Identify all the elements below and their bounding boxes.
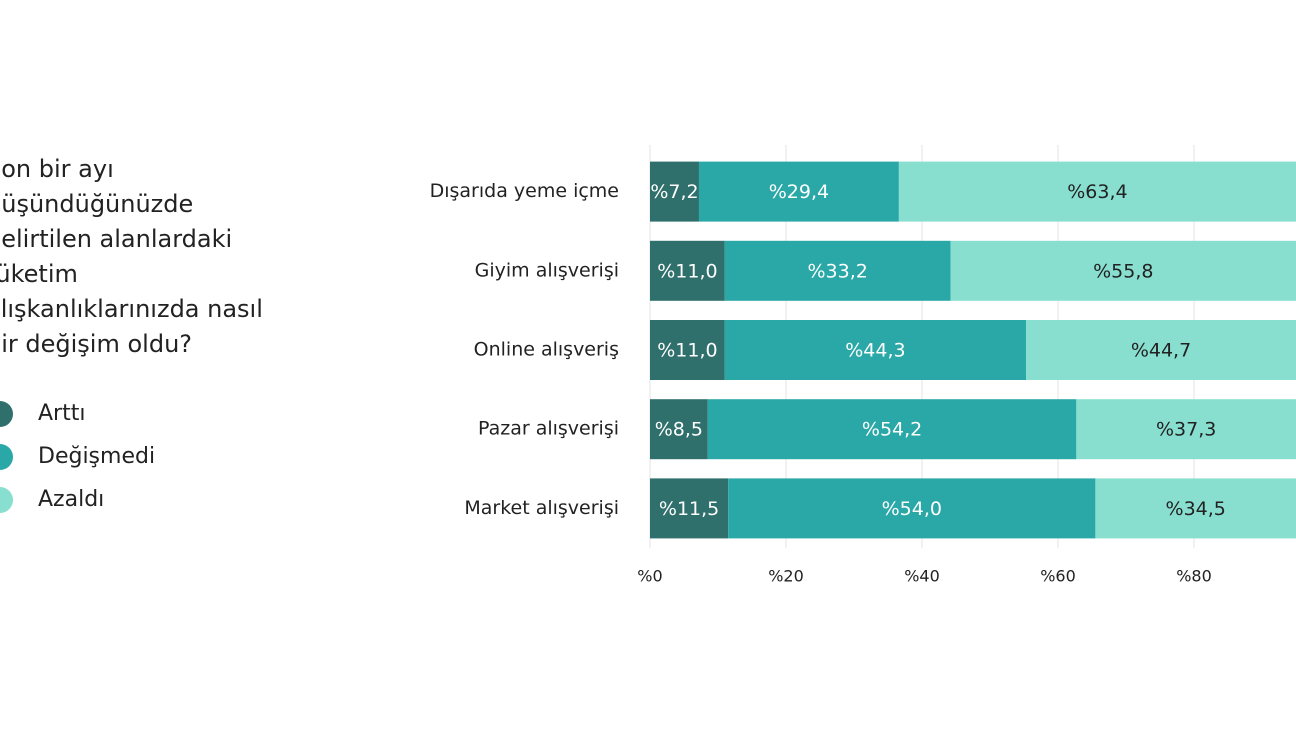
bar-segment bbox=[1026, 320, 1296, 380]
bar-segment bbox=[950, 240, 1296, 301]
value-label: %54,2 bbox=[862, 419, 922, 441]
bar-segment bbox=[724, 240, 951, 301]
chart-title: Son bir ayı düşündüğünüzde belirtilen al… bbox=[0, 155, 263, 358]
value-label: %34,5 bbox=[1166, 498, 1226, 520]
x-tick-label: %0 bbox=[637, 567, 662, 586]
y-tick-label: Online alışveriş bbox=[474, 339, 619, 361]
bar-segment bbox=[650, 478, 729, 539]
legend-marker bbox=[0, 444, 13, 470]
value-label: %37,3 bbox=[1156, 419, 1216, 441]
y-tick-label: Giyim alışverişi bbox=[475, 259, 619, 281]
x-tick-label: %40 bbox=[904, 567, 940, 586]
legend-marker bbox=[0, 487, 13, 513]
bar-segment bbox=[650, 240, 725, 301]
legend-label: Arttı bbox=[38, 401, 85, 426]
value-label: %44,7 bbox=[1131, 340, 1191, 362]
value-label: %29,4 bbox=[769, 181, 829, 203]
legend-label: Değişmedi bbox=[38, 444, 155, 469]
y-tick-label: Market alışverişi bbox=[464, 497, 619, 519]
bar-segment bbox=[728, 478, 1096, 539]
bar-segment bbox=[707, 399, 1077, 460]
bar-segment bbox=[650, 399, 708, 460]
y-tick-label: Pazar alışverişi bbox=[478, 418, 619, 440]
bar-segment bbox=[1076, 399, 1296, 460]
value-label: %54,0 bbox=[882, 498, 942, 520]
value-label: %8,5 bbox=[655, 419, 703, 441]
bar-segment bbox=[724, 320, 1027, 380]
x-tick-label: %80 bbox=[1176, 567, 1212, 586]
x-tick-label: %60 bbox=[1040, 567, 1076, 586]
y-tick-label: Dışarıda yeme içme bbox=[430, 180, 619, 202]
legend-marker bbox=[0, 401, 13, 427]
legend-label: Azaldı bbox=[38, 487, 104, 512]
x-tick-label: %20 bbox=[768, 567, 804, 586]
value-label: %11,0 bbox=[657, 340, 717, 362]
value-label: %33,2 bbox=[808, 260, 868, 282]
value-label: %11,5 bbox=[659, 498, 719, 520]
bar-segment bbox=[1095, 478, 1296, 539]
bar-segment bbox=[698, 161, 899, 222]
bar-segment bbox=[650, 320, 725, 380]
bar-segment bbox=[650, 161, 699, 222]
value-label: %55,8 bbox=[1093, 260, 1153, 282]
value-label: %44,3 bbox=[845, 340, 905, 362]
bar-segment bbox=[898, 161, 1296, 222]
value-label: %7,2 bbox=[650, 181, 698, 203]
value-label: %11,0 bbox=[657, 260, 717, 282]
value-label: %63,4 bbox=[1067, 181, 1127, 203]
